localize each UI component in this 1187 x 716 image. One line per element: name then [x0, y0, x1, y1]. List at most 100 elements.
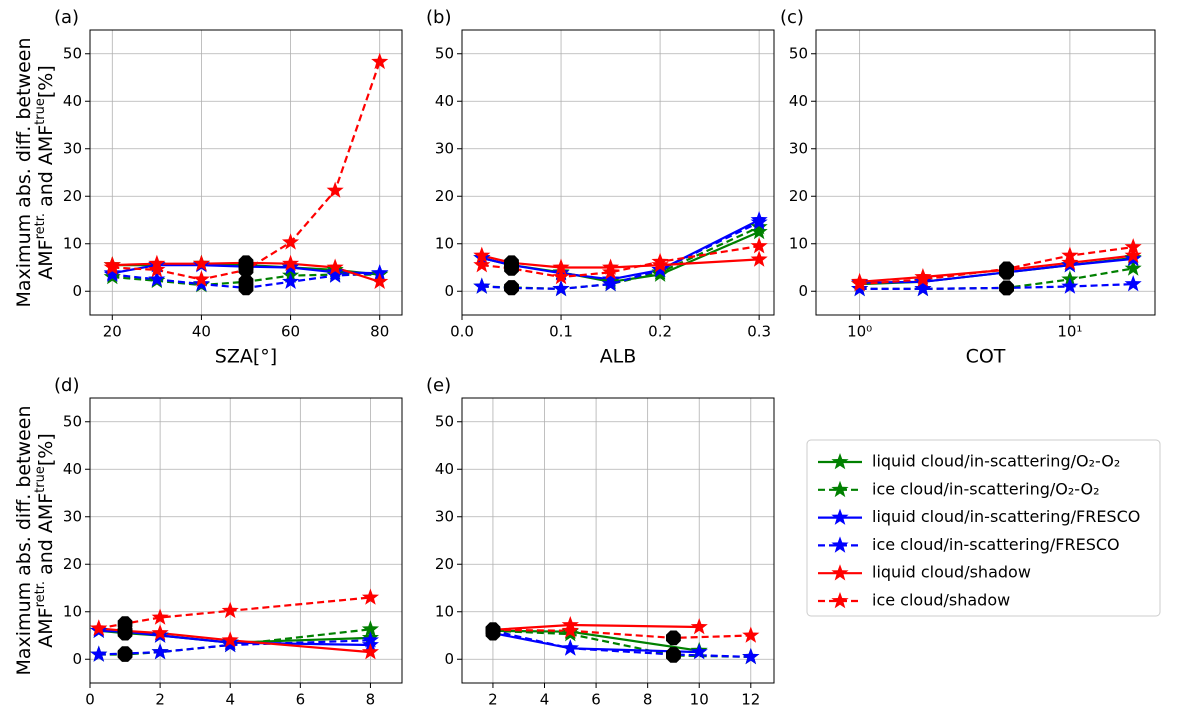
star-point [221, 636, 239, 653]
star-point [651, 252, 669, 270]
y-axis-label-part: AMF [35, 607, 57, 647]
y-axis-label-part: [%] [35, 433, 57, 466]
x-tick-label: 8 [366, 691, 376, 709]
y-tick-label: 10 [435, 234, 454, 252]
star-point [1124, 275, 1142, 292]
star-point [361, 643, 379, 660]
star-point [326, 181, 344, 198]
reference-point [999, 280, 1014, 296]
legend-star [831, 536, 849, 553]
x-tick-label: 60 [281, 323, 300, 341]
y-axis-label-part: [%] [35, 65, 57, 98]
y-tick-label: 50 [63, 412, 82, 430]
y-axis-label-part: AMF [35, 239, 57, 279]
legend-label: liquid cloud/in-scattering/O₂-O₂ [872, 452, 1120, 471]
star-point [914, 279, 932, 297]
x-tick-label: 0 [85, 691, 95, 709]
series-line [481, 221, 760, 291]
series-line [492, 629, 751, 658]
y-tick-label: 10 [63, 602, 82, 620]
legend-star [831, 453, 849, 470]
star-point [103, 258, 121, 275]
star-point [221, 601, 239, 619]
star-point [371, 52, 389, 70]
star-point [1061, 253, 1079, 270]
panel-label: (b) [426, 7, 451, 28]
star-point [552, 279, 570, 297]
star-point [148, 270, 166, 287]
panel-label: (c) [780, 7, 804, 28]
star-point [221, 631, 239, 648]
star-point [326, 258, 344, 275]
x-tick-label: 8 [643, 691, 653, 709]
x-axis-label: CBH[km] [576, 714, 661, 716]
x-tick-label: 4 [540, 691, 550, 709]
panel-label: (a) [54, 7, 79, 28]
legend-label: ice cloud/in-scattering/O₂-O₂ [872, 479, 1100, 498]
y-tick-label: 30 [63, 507, 82, 525]
y-tick-label: 50 [435, 44, 454, 62]
y-axis-label: Maximum abs. diff. between [13, 405, 35, 675]
plot-frame [815, 29, 1156, 316]
star-point [602, 275, 620, 292]
star-point [361, 588, 379, 605]
series-line [859, 283, 1134, 290]
series-line [859, 254, 1134, 283]
legend-star [831, 508, 849, 525]
y-tick-label: 20 [63, 555, 82, 573]
star-point [473, 246, 491, 263]
star-point [151, 624, 169, 641]
star-point [1124, 238, 1142, 255]
star-point [103, 265, 121, 282]
x-tick-label: 0.3 [747, 323, 771, 341]
star-point [561, 621, 579, 638]
reference-point [504, 261, 519, 276]
legend-box [806, 439, 1161, 617]
y-axis-label: AMFretr. and AMFtrue[%] [33, 65, 56, 280]
legend-label: liquid cloud/in-scattering/FRESCO [872, 507, 1140, 526]
legend-label: ice cloud/shadow [872, 591, 1010, 610]
series-line [98, 596, 371, 630]
star-point [750, 213, 768, 230]
reference-point [504, 280, 519, 296]
reference-point [117, 646, 133, 661]
series-group [103, 52, 389, 296]
star-point [361, 620, 379, 637]
star-point [914, 270, 932, 287]
star-point [371, 272, 389, 289]
y-tick-label: 50 [63, 44, 82, 62]
legend-star [831, 564, 849, 581]
plot-frame [89, 29, 403, 316]
x-axis-label: CGT[km] [204, 714, 287, 716]
x-tick-label: 10 [690, 691, 709, 709]
star-point [326, 266, 344, 283]
star-point [473, 256, 491, 273]
y-tick-label: 0 [798, 282, 808, 300]
star-point [750, 218, 768, 235]
y-tick-label: 30 [435, 139, 454, 157]
y-tick-label: 20 [435, 187, 454, 205]
y-tick-label: 40 [63, 92, 82, 110]
star-point [90, 619, 108, 636]
y-tick-label: 40 [435, 460, 454, 478]
y-tick-label: 40 [435, 92, 454, 110]
star-point [371, 264, 389, 281]
series-line [481, 254, 760, 269]
star-point [282, 272, 300, 289]
reference-point [485, 622, 501, 638]
star-point [690, 618, 708, 635]
star-point [148, 260, 166, 278]
star-point [851, 275, 869, 292]
star-point [552, 258, 570, 275]
series-group [473, 211, 768, 297]
star-point [561, 639, 579, 656]
x-tick-label: 6 [591, 691, 601, 709]
star-point [690, 643, 708, 660]
star-point [473, 277, 491, 294]
y-tick-label: 0 [444, 282, 454, 300]
series-line [492, 629, 751, 658]
star-point [552, 268, 570, 285]
star-point [851, 279, 869, 297]
star-point [90, 645, 108, 662]
